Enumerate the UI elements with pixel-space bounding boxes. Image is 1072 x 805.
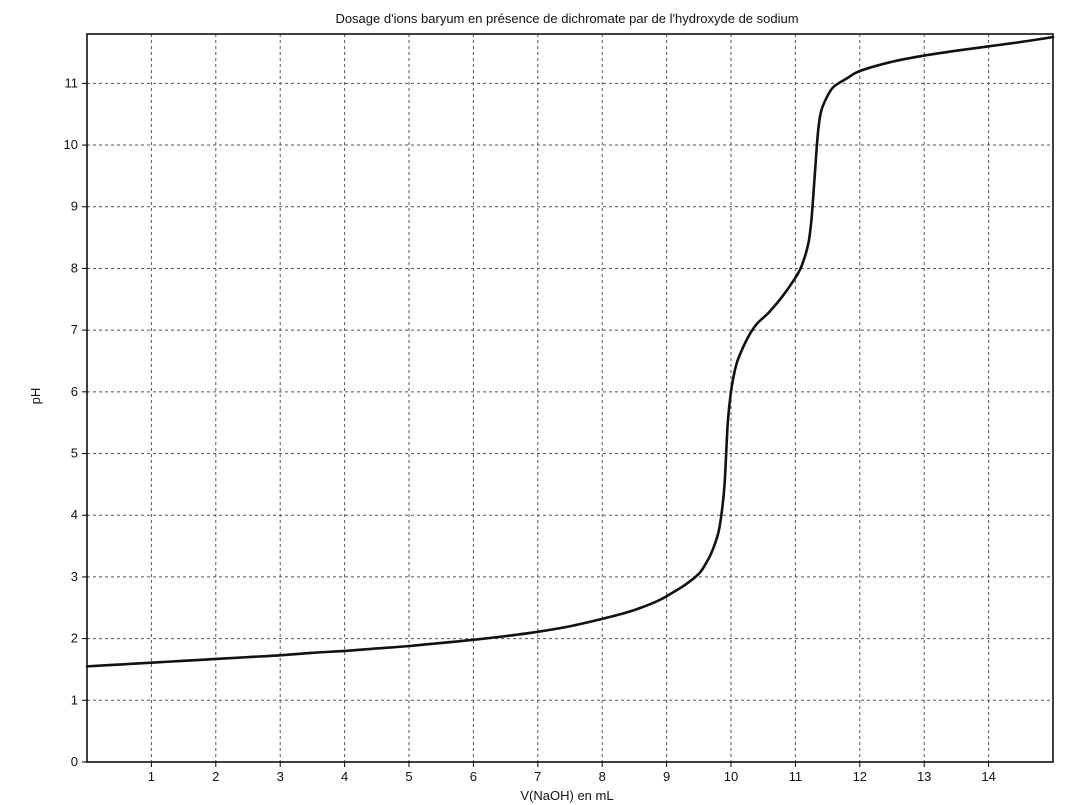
y-tick-label: 8 bbox=[71, 260, 78, 275]
series-layer bbox=[85, 35, 1055, 668]
y-tick-label: 1 bbox=[71, 692, 78, 707]
y-tick-label: 11 bbox=[65, 75, 79, 90]
x-tick-label: 1 bbox=[148, 769, 155, 784]
y-tick-label: 0 bbox=[71, 754, 78, 769]
x-tick-label: 4 bbox=[341, 769, 348, 784]
x-axis-title: V(NaOH) en mL bbox=[520, 788, 613, 803]
x-tick-label: 2 bbox=[212, 769, 219, 784]
x-tick-label: 5 bbox=[405, 769, 412, 784]
axes bbox=[82, 33, 1054, 767]
chart-title: Dosage d'ions baryum en présence de dich… bbox=[335, 11, 798, 26]
y-tick-label: 6 bbox=[71, 384, 78, 399]
y-axis-title: pH bbox=[28, 388, 43, 405]
x-tick-label: 9 bbox=[663, 769, 670, 784]
plot-frame bbox=[86, 33, 1054, 763]
x-tick-label: 11 bbox=[789, 769, 803, 784]
x-tick-label: 12 bbox=[853, 769, 867, 784]
grid bbox=[87, 34, 1053, 762]
y-tick-label: 2 bbox=[71, 631, 78, 646]
x-tick-label: 13 bbox=[917, 769, 931, 784]
y-tick-label: 10 bbox=[64, 137, 78, 152]
y-tick-label: 4 bbox=[71, 507, 78, 522]
y-tick-label: 5 bbox=[71, 446, 78, 461]
x-tick-label: 3 bbox=[277, 769, 284, 784]
y-tick-label: 9 bbox=[71, 199, 78, 214]
x-tick-label: 8 bbox=[599, 769, 606, 784]
x-tick-label: 10 bbox=[724, 769, 738, 784]
x-tick-label: 14 bbox=[981, 769, 995, 784]
y-tick-label: 7 bbox=[71, 322, 78, 337]
y-tick-label: 3 bbox=[71, 569, 78, 584]
titration-curve bbox=[85, 35, 1055, 668]
x-tick-label: 6 bbox=[470, 769, 477, 784]
x-tick-label: 7 bbox=[534, 769, 541, 784]
